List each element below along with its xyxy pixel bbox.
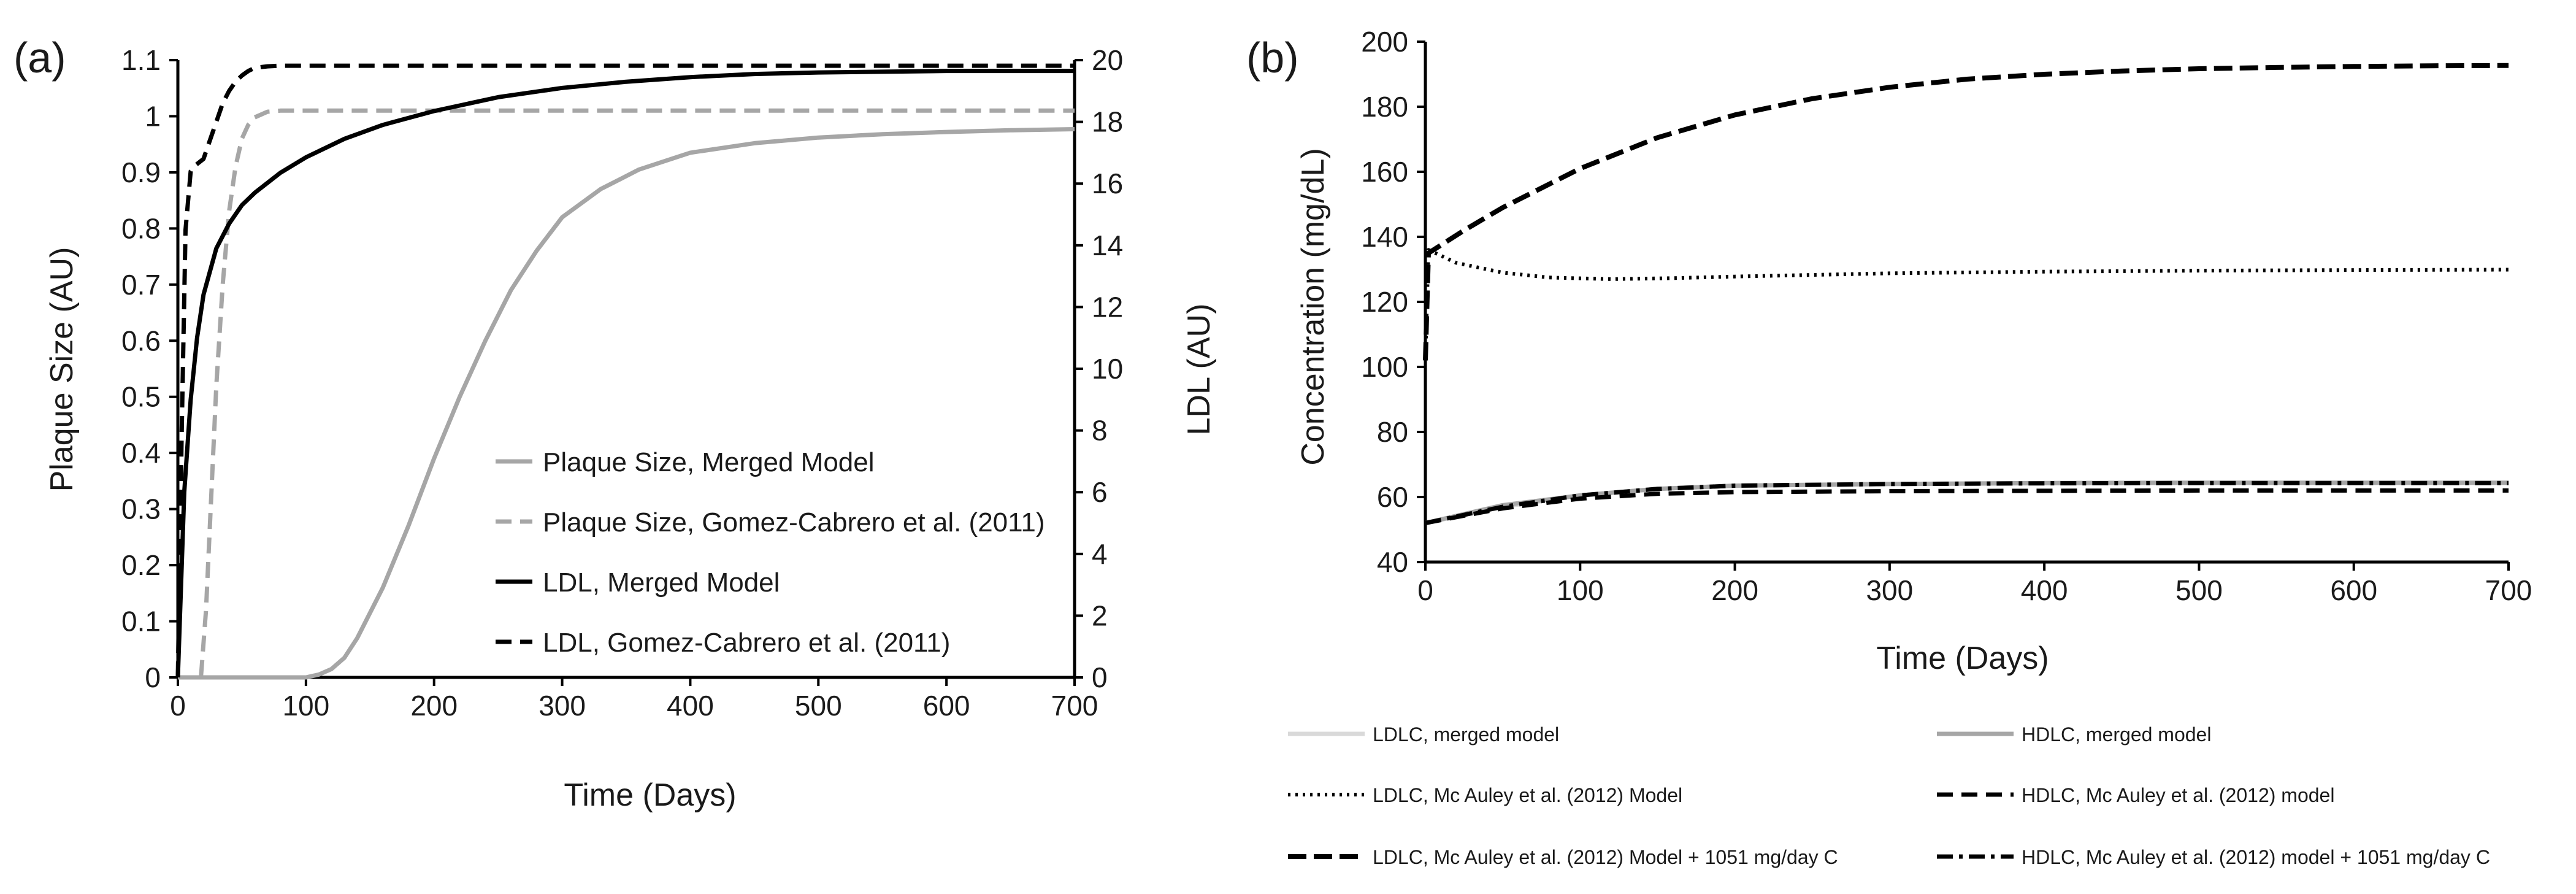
panel-b-x-tick-label: 600 <box>2330 574 2377 606</box>
panel-a-label: (a) <box>13 34 66 82</box>
panel-b-y-tick-label: 80 <box>1377 416 1408 448</box>
panel-a-series-group <box>175 63 1075 680</box>
panel-b-y-tick-label: 100 <box>1361 351 1408 383</box>
panel-a-x-tick-label: 500 <box>795 690 842 722</box>
panel-b-x-tick-label: 100 <box>1557 574 1604 606</box>
panel-a-y2-tick-label: 12 <box>1092 291 1123 323</box>
panel-a-legend-label: Plaque Size, Gomez-Cabrero et al. (2011) <box>543 507 1045 538</box>
panel-a-chart: (a) 0 100 200 300 400 500 600 70000.10.20.30.40… <box>13 34 1217 813</box>
panel-a-x-tick-label: 300 <box>539 690 586 722</box>
panel-a-y-tick-label: 0 <box>145 661 161 693</box>
panel-a-series-ldl-gomez-cabrero-et-al-2011 <box>175 63 1075 678</box>
panel-b-axes: 0 100 200 300 400 500 600 700 40 60 80 100 120 140 160… <box>1361 26 2532 606</box>
panel-a-y2-tick-label: 2 <box>1092 599 1108 631</box>
panel-b-y-tick-label: 200 <box>1361 26 1408 58</box>
panel-b-x-tick-label: 0 <box>1417 574 1433 606</box>
panel-a-x-tick-label: 200 <box>410 690 458 722</box>
panel-b-x-axis-title: Time (Days) <box>1876 641 2049 676</box>
panel-a-y2-tick-label: 10 <box>1092 353 1123 385</box>
panel-a-y-axis-title: Plaque Size (AU) <box>44 247 80 492</box>
panel-b-label: (b) <box>1246 34 1299 82</box>
panel-b-legend-label: HDLC, Mc Auley et al. (2012) model + 105… <box>2022 846 2490 868</box>
panel-a-y2-tick-label: 8 <box>1092 415 1108 447</box>
panel-b-x-tick-label: 400 <box>2021 574 2068 606</box>
panel-a-legend-label: Plaque Size, Merged Model <box>543 447 875 477</box>
panel-a-y-tick-label: 0.8 <box>121 212 161 244</box>
panel-a-y-tick-label: 1.1 <box>121 44 161 76</box>
panel-b-series-ldlc-mc-auley-et-al-2012-model-1051-mg-day-c <box>1423 63 2509 361</box>
panel-b-y-tick-label: 60 <box>1377 481 1408 513</box>
panel-a-y2-tick-label: 20 <box>1092 44 1123 76</box>
panel-b-legend-label: HDLC, merged model <box>2022 723 2211 746</box>
panel-b-y-tick-label: 40 <box>1377 546 1408 578</box>
panel-b-x-tick-label: 500 <box>2175 574 2223 606</box>
panel-a-y2-tick-label: 18 <box>1092 106 1123 138</box>
panel-a-y-tick-label: 0.3 <box>121 493 161 525</box>
panel-a-y2-tick-label: 0 <box>1092 661 1108 693</box>
panel-b-legend: LDLC, merged model HDLC, merged model LDLC… <box>1288 723 2490 868</box>
panel-b-y-tick-label: 180 <box>1361 91 1408 123</box>
panel-a-y-tick-label: 0.2 <box>121 549 161 581</box>
panel-a-y2-tick-label: 16 <box>1092 168 1123 199</box>
panel-a-x-axis-title: Time (Days) <box>564 777 736 813</box>
panel-b-series-ldlc-mc-auley-et-al-2012-model <box>1424 248 2509 361</box>
panel-b-chart: (b) 0 100 200 300 400 500 600 700 40 60 80 100 120 14… <box>1246 26 2532 868</box>
panel-b-x-tick-label: 300 <box>1866 574 1913 606</box>
panel-a-x-tick-label: 600 <box>923 690 970 722</box>
panel-a-x-tick-label: 400 <box>667 690 714 722</box>
panel-a-x-tick-label: 0 <box>170 690 186 722</box>
panel-b-x-tick-label: 200 <box>1711 574 1758 606</box>
panel-a-y2-axis-title: LDL (AU) <box>1181 304 1217 436</box>
panel-a-y2-tick-label: 4 <box>1092 538 1108 570</box>
panel-a-y-tick-label: 0.7 <box>121 269 161 301</box>
panel-a-y-tick-label: 1 <box>145 100 161 132</box>
panel-b-legend-label: LDLC, merged model <box>1373 723 1559 746</box>
panel-b-y-axis-title: Concentration (mg/dL) <box>1295 148 1331 465</box>
panel-b-y-tick-label: 140 <box>1361 221 1408 253</box>
panel-a-y-tick-label: 0.4 <box>121 437 161 469</box>
panel-a-legend-label: LDL, Gomez-Cabrero et al. (2011) <box>543 628 950 658</box>
panel-b-legend-label: LDLC, Mc Auley et al. (2012) Model + 105… <box>1373 846 1838 868</box>
panel-a-y-tick-label: 0.9 <box>121 156 161 188</box>
panel-b-legend-label: HDLC, Mc Auley et al. (2012) model <box>2022 784 2334 806</box>
panel-a-y2-tick-label: 14 <box>1092 229 1123 261</box>
panel-b-x-tick-label: 700 <box>2485 574 2532 606</box>
panel-a-series-ldl-merged-model <box>175 69 1075 678</box>
panel-b-y-tick-label: 160 <box>1361 156 1408 188</box>
panel-a-x-tick-label: 100 <box>282 690 329 722</box>
panel-a-y-tick-label: 0.6 <box>121 325 161 356</box>
panel-a-series-plaque-size-merged-model <box>178 127 1075 680</box>
panel-a-y-tick-label: 0.1 <box>121 606 161 638</box>
panel-b-series-group <box>1423 63 2509 525</box>
panel-a-axes: 0 100 200 300 400 500 600 70000.10.20.30.40.50.… <box>121 44 1123 722</box>
panel-a-x-tick-label: 700 <box>1051 690 1098 722</box>
panel-b-y-tick-label: 120 <box>1361 286 1408 318</box>
panel-a-legend: Plaque Size, Merged Model Plaque Size, Go… <box>496 447 1045 658</box>
panel-a-legend-label: LDL, Merged Model <box>543 568 780 598</box>
panel-b-legend-label: LDLC, Mc Auley et al. (2012) Model <box>1373 784 1682 806</box>
panel-a-y2-tick-label: 6 <box>1092 476 1108 508</box>
panel-b-series-hdlc-mc-auley-et-al-2012-model-1051-mg-day-c <box>1425 480 2509 525</box>
panel-a-y-tick-label: 0.5 <box>121 381 161 413</box>
